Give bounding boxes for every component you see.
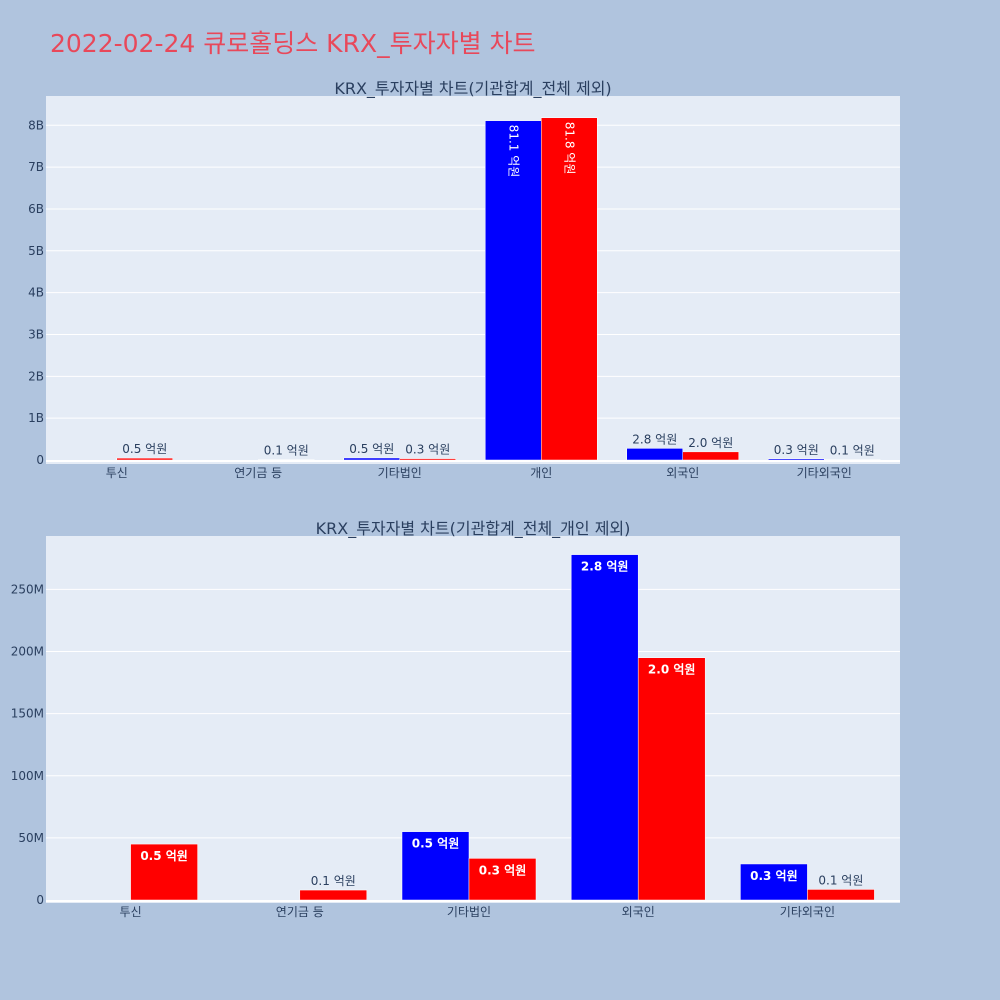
data-label: 0.1 억원	[311, 874, 356, 888]
data-label: 0.3 억원	[405, 443, 450, 457]
data-label: 2.0 억원	[688, 436, 733, 450]
data-label: 0.1 억원	[818, 873, 863, 887]
bar	[299, 889, 368, 901]
data-label: 2.0 억원	[648, 663, 696, 677]
x-tick-label: 투신	[120, 905, 142, 919]
x-tick-label: 외국인	[622, 905, 655, 919]
bar	[485, 120, 542, 461]
x-tick-label: 기타외국인	[780, 905, 835, 919]
data-label: 0.1 억원	[830, 444, 875, 458]
bar	[570, 554, 639, 901]
y-tick-label: 3B	[28, 327, 44, 341]
data-label: 0.5 억원	[349, 442, 394, 456]
data-label: 81.8 억원	[562, 122, 576, 175]
data-label: 0.1 억원	[264, 444, 309, 458]
bar	[682, 451, 739, 461]
x-tick-label: 연기금 등	[276, 905, 324, 919]
x-tick-label: 개인	[530, 466, 552, 480]
y-tick-label: 6B	[28, 202, 44, 216]
y-tick-label: 2B	[28, 369, 44, 383]
page-title: 2022-02-24 큐로홀딩스 KRX_투자자별 차트	[50, 29, 536, 58]
data-label: 0.3 억원	[750, 869, 798, 883]
data-label: 0.5 억원	[140, 849, 188, 863]
bar	[740, 863, 808, 901]
bar	[399, 458, 456, 461]
data-label: 2.8 억원	[632, 432, 677, 446]
chart-title: KRX_투자자별 차트(기관합계_전체_개인 제외)	[316, 519, 631, 539]
y-tick-label: 4B	[28, 286, 44, 300]
y-tick-label: 1B	[28, 411, 44, 425]
y-tick-label: 250M	[11, 582, 44, 596]
x-tick-label: 기타법인	[378, 466, 422, 480]
data-label: 0.3 억원	[479, 863, 527, 877]
chart-title: KRX_투자자별 차트(기관합계_전체 제외)	[334, 79, 611, 99]
y-tick-label: 7B	[28, 160, 44, 174]
x-tick-label: 기타외국인	[797, 466, 852, 480]
x-tick-label: 연기금 등	[234, 466, 282, 480]
data-label: 0.3 억원	[774, 443, 819, 457]
bar	[401, 831, 470, 901]
bar	[116, 457, 173, 461]
y-tick-label: 150M	[11, 707, 44, 721]
y-tick-label: 5B	[28, 244, 44, 258]
y-tick-label: 0	[36, 453, 44, 467]
y-tick-label: 0	[36, 893, 44, 907]
y-tick-label: 200M	[11, 645, 44, 659]
bar	[130, 843, 198, 901]
y-tick-label: 100M	[11, 769, 44, 783]
plot-area	[46, 96, 900, 464]
bar	[541, 117, 598, 461]
bar	[768, 458, 825, 461]
bar	[626, 448, 683, 461]
bar	[807, 889, 875, 901]
y-tick-label: 50M	[18, 831, 44, 845]
chart-2: 0 50M 100M 150M 200M 250M KRX_투자자별 차트(기관합계_전체_…	[11, 519, 900, 919]
data-label: 0.5 억원	[412, 837, 460, 851]
bar	[637, 657, 706, 901]
x-tick-label: 기타법인	[447, 905, 491, 919]
x-tick-label: 투신	[106, 466, 128, 480]
data-label: 2.8 억원	[581, 560, 629, 574]
plot-area	[46, 536, 900, 903]
data-label: 81.1 억원	[506, 125, 520, 178]
data-label: 0.5 억원	[122, 442, 167, 456]
chart-1: 0 1B 2B 3B 4B 5B 6B 7B 8B KRX_투자자별 차트(기관합계_전체 제외)…	[28, 79, 900, 480]
bar	[468, 858, 537, 901]
x-tick-label: 외국인	[666, 466, 699, 480]
bar	[343, 457, 400, 461]
y-tick-label: 8B	[28, 118, 44, 132]
